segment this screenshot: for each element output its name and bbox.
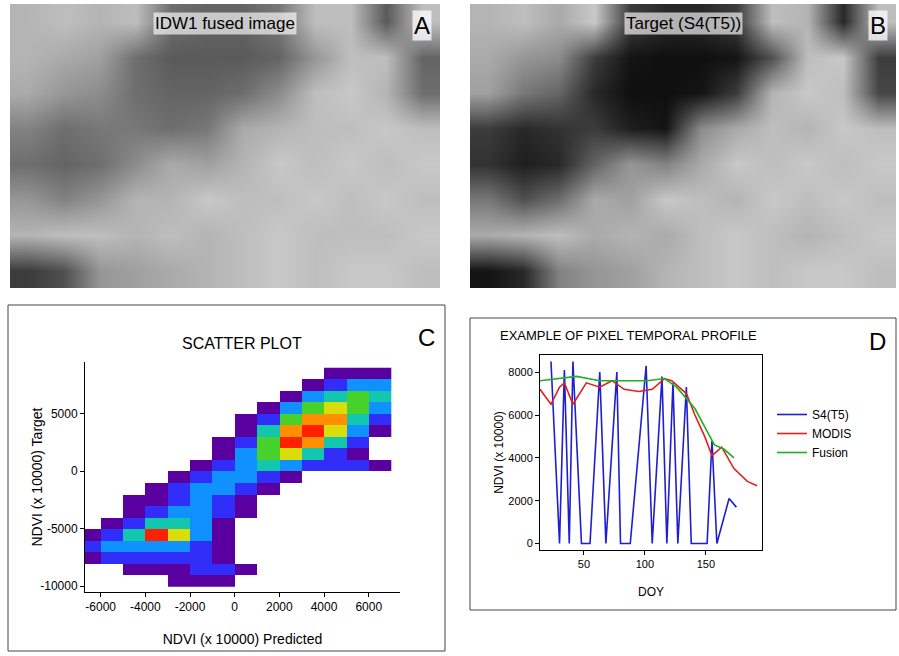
svg-text:150: 150: [697, 558, 715, 570]
svg-text:6000: 6000: [355, 600, 382, 614]
svg-text:NDVI (x 10000): NDVI (x 10000): [492, 411, 506, 494]
svg-text:-6000: -6000: [85, 600, 116, 614]
svg-text:4000: 4000: [508, 452, 532, 464]
svg-text:-5000: -5000: [47, 522, 78, 536]
svg-text:SCATTER PLOT: SCATTER PLOT: [182, 335, 302, 352]
svg-text:8000: 8000: [508, 366, 532, 378]
svg-text:0: 0: [231, 600, 238, 614]
svg-text:-4000: -4000: [130, 600, 161, 614]
svg-text:Target (S4(T5)): Target (S4(T5)): [626, 14, 741, 33]
svg-text:0: 0: [71, 464, 78, 478]
svg-text:4000: 4000: [311, 600, 338, 614]
svg-text:C: C: [418, 324, 435, 351]
svg-text:D: D: [869, 328, 886, 355]
svg-text:S4(T5): S4(T5): [812, 408, 849, 422]
svg-text:IDW1 fused image: IDW1 fused image: [155, 14, 295, 33]
svg-text:A: A: [414, 12, 430, 39]
svg-text:5000: 5000: [51, 407, 78, 421]
svg-text:MODIS: MODIS: [812, 427, 851, 441]
svg-text:B: B: [870, 12, 886, 39]
svg-text:6000: 6000: [508, 409, 532, 421]
svg-text:0: 0: [527, 537, 533, 549]
svg-text:DOY: DOY: [638, 585, 664, 599]
svg-text:100: 100: [636, 558, 654, 570]
svg-text:-10000: -10000: [40, 579, 78, 593]
svg-text:NDVI (x 10000) Target: NDVI (x 10000) Target: [29, 407, 45, 546]
svg-text:EXAMPLE OF PIXEL TEMPORAL PROF: EXAMPLE OF PIXEL TEMPORAL PROFILE: [500, 328, 757, 343]
svg-text:Fusion: Fusion: [812, 446, 848, 460]
svg-text:2000: 2000: [508, 495, 532, 507]
svg-text:NDVI (x 10000) Predicted: NDVI (x 10000) Predicted: [163, 631, 323, 647]
svg-text:-2000: -2000: [175, 600, 206, 614]
svg-text:2000: 2000: [266, 600, 293, 614]
svg-text:50: 50: [578, 558, 590, 570]
